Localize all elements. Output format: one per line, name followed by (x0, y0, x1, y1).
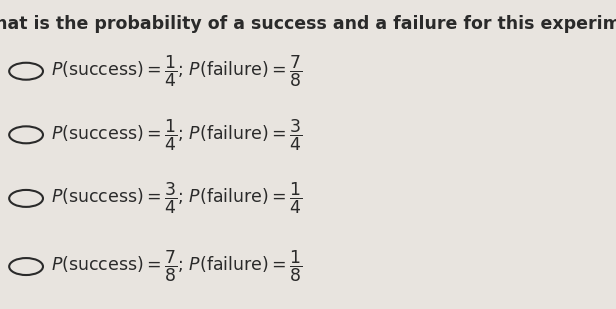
Text: What is the probability of a success and a failure for this experiment?: What is the probability of a success and… (0, 15, 616, 33)
Text: $P(\mathrm{success}) = \dfrac{1}{4}$; $P(\mathrm{failure}) = \dfrac{3}{4}$: $P(\mathrm{success}) = \dfrac{1}{4}$; $P… (52, 117, 303, 153)
Text: $P(\mathrm{success}) = \dfrac{7}{8}$; $P(\mathrm{failure}) = \dfrac{1}{8}$: $P(\mathrm{success}) = \dfrac{7}{8}$; $P… (52, 249, 303, 284)
Text: $P(\mathrm{success}) = \dfrac{1}{4}$; $P(\mathrm{failure}) = \dfrac{7}{8}$: $P(\mathrm{success}) = \dfrac{1}{4}$; $P… (52, 53, 303, 89)
Text: $P(\mathrm{success}) = \dfrac{3}{4}$; $P(\mathrm{failure}) = \dfrac{1}{4}$: $P(\mathrm{success}) = \dfrac{3}{4}$; $P… (52, 181, 303, 216)
